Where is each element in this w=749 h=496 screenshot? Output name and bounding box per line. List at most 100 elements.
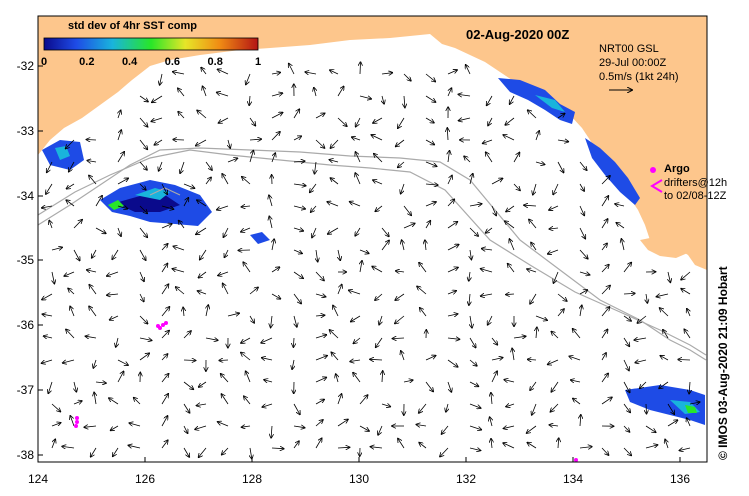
current-arrow bbox=[553, 183, 559, 195]
current-arrow bbox=[206, 305, 208, 317]
current-arrow bbox=[199, 447, 207, 457]
current-arrow bbox=[161, 224, 172, 229]
current-arrow bbox=[161, 331, 169, 339]
current-arrow bbox=[446, 403, 448, 412]
current-arrow bbox=[375, 293, 383, 300]
current-arrow bbox=[679, 448, 691, 451]
current-arrow bbox=[92, 249, 97, 258]
current-arrow bbox=[425, 381, 433, 392]
current-arrow bbox=[262, 358, 273, 360]
current-arrow bbox=[178, 112, 185, 119]
current-arrow bbox=[197, 404, 207, 406]
current-arrow bbox=[509, 239, 515, 251]
current-arrow bbox=[218, 271, 229, 276]
current-arrow bbox=[315, 139, 325, 148]
sst-stddev-patches bbox=[42, 78, 705, 425]
current-arrow bbox=[668, 271, 670, 282]
current-arrow bbox=[173, 246, 185, 251]
current-arrow bbox=[481, 269, 493, 273]
current-arrow bbox=[337, 285, 342, 295]
current-arrow bbox=[440, 447, 449, 457]
current-arrow bbox=[513, 153, 520, 163]
current-arrow bbox=[293, 441, 299, 449]
current-arrow bbox=[244, 396, 251, 405]
x-tick-label: 126 bbox=[134, 472, 156, 486]
current-arrow bbox=[293, 136, 301, 141]
current-arrow bbox=[351, 315, 361, 322]
current-arrow bbox=[623, 337, 629, 346]
current-arrow bbox=[86, 140, 97, 141]
current-arrow bbox=[425, 221, 430, 229]
current-arrow bbox=[684, 329, 691, 339]
current-arrow bbox=[73, 401, 82, 404]
current-arrow bbox=[532, 403, 537, 415]
current-arrow bbox=[129, 423, 141, 427]
current-arrow bbox=[47, 161, 53, 172]
current-arrow bbox=[249, 95, 250, 105]
current-arrow bbox=[271, 425, 272, 438]
current-arrow bbox=[660, 356, 669, 361]
current-arrow bbox=[51, 439, 55, 449]
current-arrow bbox=[179, 221, 185, 229]
current-arrow bbox=[573, 398, 581, 405]
current-arrow bbox=[197, 110, 207, 119]
current-arrow bbox=[315, 399, 324, 405]
current-arrow bbox=[183, 183, 195, 188]
current-arrow bbox=[448, 151, 450, 163]
current-arrow bbox=[645, 445, 658, 449]
current-arrow bbox=[117, 359, 128, 365]
current-arrow bbox=[616, 223, 625, 229]
current-arrow bbox=[66, 200, 75, 207]
current-arrow bbox=[646, 293, 647, 303]
current-arrow bbox=[469, 337, 476, 348]
current-arrow bbox=[200, 249, 207, 260]
current-arrow bbox=[49, 221, 52, 229]
current-arrow bbox=[382, 95, 384, 104]
current-arrow bbox=[487, 95, 493, 105]
current-arrow bbox=[292, 359, 294, 369]
current-arrow bbox=[161, 354, 168, 361]
current-arrow bbox=[62, 446, 75, 448]
current-arrow bbox=[419, 403, 427, 413]
current-arrow bbox=[261, 337, 273, 343]
current-arrow bbox=[623, 315, 631, 321]
current-arrow bbox=[271, 267, 280, 273]
current-arrow bbox=[161, 244, 168, 251]
current-arrow bbox=[271, 315, 272, 328]
current-arrow bbox=[337, 394, 342, 405]
current-arrow bbox=[553, 271, 559, 283]
current-arrow bbox=[579, 227, 585, 239]
current-arrow bbox=[530, 381, 537, 390]
current-arrow bbox=[623, 359, 629, 371]
current-arrow bbox=[69, 161, 75, 172]
current-arrow bbox=[134, 398, 141, 405]
current-arrow bbox=[269, 195, 273, 207]
current-arrow bbox=[70, 416, 75, 427]
current-arrow bbox=[491, 337, 497, 345]
current-arrow bbox=[490, 417, 492, 427]
current-arrow bbox=[425, 139, 434, 145]
current-arrow bbox=[425, 356, 436, 361]
current-arrow bbox=[117, 206, 128, 209]
current-arrow bbox=[506, 294, 515, 295]
current-arrow bbox=[315, 271, 324, 281]
current-arrow bbox=[403, 223, 415, 229]
current-arrow bbox=[249, 139, 261, 140]
current-arrow bbox=[242, 426, 251, 427]
current-arrow bbox=[139, 205, 147, 213]
current-arrow bbox=[481, 294, 493, 296]
current-arrow bbox=[470, 315, 472, 328]
current-arrow bbox=[548, 249, 559, 254]
current-arrow bbox=[549, 228, 559, 229]
current-arrow bbox=[393, 338, 405, 339]
current-arrow bbox=[173, 72, 185, 74]
current-arrow bbox=[180, 161, 185, 173]
current-arrow bbox=[382, 371, 383, 383]
current-arrow bbox=[176, 287, 185, 295]
current-arrow bbox=[95, 382, 106, 383]
current-arrow bbox=[241, 353, 251, 361]
current-arrow bbox=[139, 95, 148, 102]
current-arrow bbox=[85, 336, 97, 338]
current-arrow bbox=[419, 443, 427, 449]
current-arrow bbox=[646, 403, 647, 414]
